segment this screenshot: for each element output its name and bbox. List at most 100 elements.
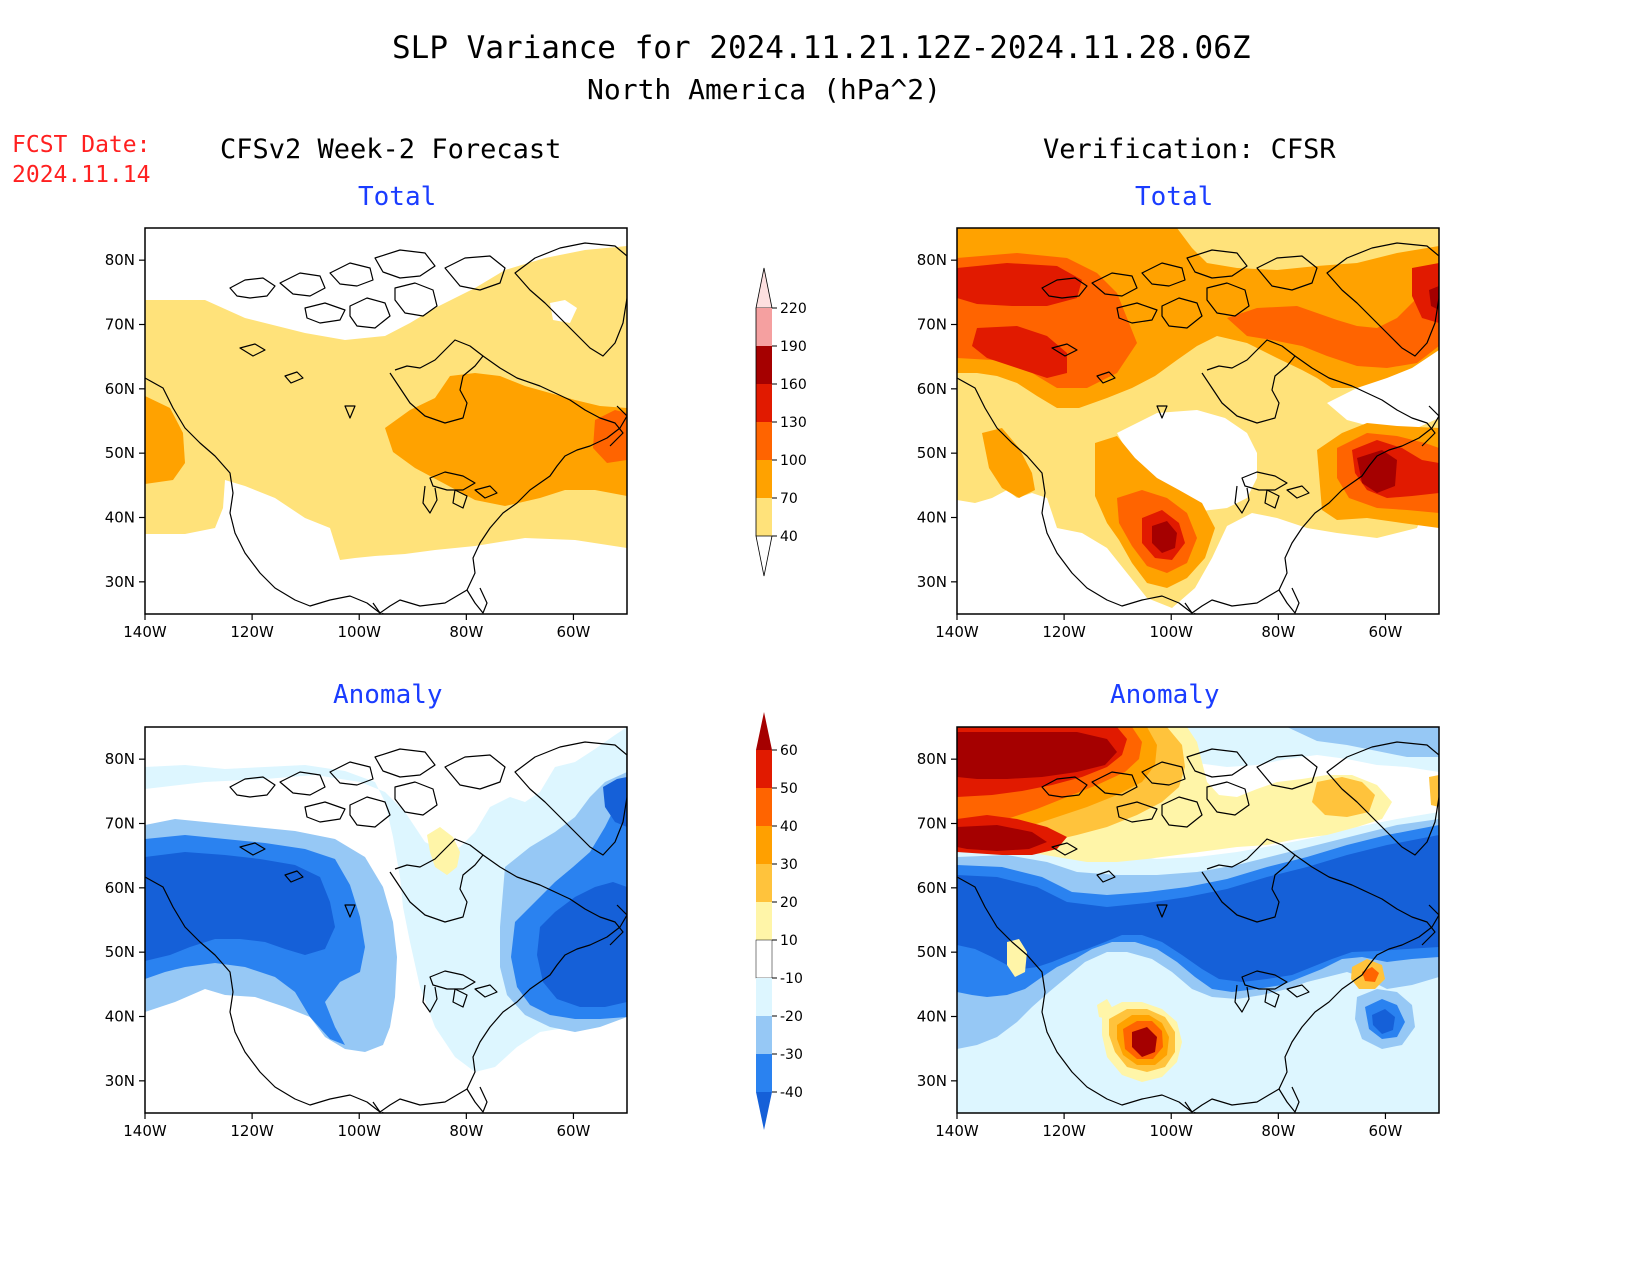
colorbar-box: [756, 1054, 772, 1092]
colorbar-box: [756, 1016, 772, 1054]
panel-title-forecast-anomaly: Anomaly: [333, 680, 443, 710]
shading-130-160-ne: [1412, 263, 1439, 323]
lon-tick-label: 100W: [337, 623, 381, 641]
colorbar-label: -30: [780, 1047, 803, 1063]
lon-tick-label: 140W: [123, 623, 167, 641]
colorbar-label: 130: [780, 415, 807, 431]
shading-m20-m30-north: [1287, 727, 1439, 757]
colorbar-box: [756, 346, 772, 384]
lat-tick-label: 30N: [105, 1072, 135, 1090]
lat-tick-label: 50N: [917, 444, 947, 462]
lat-tick-label: 80N: [917, 251, 947, 269]
colorbar-label: 40: [780, 819, 798, 835]
shading-100-130-north: [1227, 288, 1439, 368]
shading-gap-mid: [1117, 410, 1257, 511]
lon-tick-label: 120W: [1042, 623, 1086, 641]
lat-tick-label: 50N: [917, 943, 947, 961]
colorbar-box: [756, 308, 772, 346]
map-verification-anomaly: 80N 70N 60N 50N 40N 30N 140W 120W 100W 80W 60W: [917, 726, 1440, 1140]
shading-m40-ne: [603, 777, 627, 827]
shading-130-160-mid: [972, 326, 1067, 378]
shading-70-100-west: [982, 428, 1035, 498]
verification-column-title: Verification: CFSR: [1043, 134, 1336, 165]
lat-tick-label: 80N: [105, 750, 135, 768]
colorbar-label: 160: [780, 377, 807, 393]
lat-tick-label: 80N: [917, 750, 947, 768]
panel-title-verification-anomaly: Anomaly: [1110, 680, 1220, 710]
lat-tick-label: 40N: [105, 1008, 135, 1026]
colorbar-top-triangle: [756, 712, 772, 750]
colorbar-label: 190: [780, 339, 807, 355]
shading-10-20-sw: [1097, 999, 1113, 1019]
shading-10-20-west: [1007, 939, 1027, 977]
shading-20-30-ne: [1312, 777, 1375, 817]
axis-ticks-verification-anomaly: 80N 70N 60N 50N 40N 30N 140W 120W 100W 80W 60W: [917, 750, 1403, 1140]
lat-tick-label: 70N: [105, 316, 135, 334]
colorbar-bottom-triangle: [756, 1092, 772, 1130]
lat-tick-label: 30N: [105, 573, 135, 591]
shading-160-190: [1357, 450, 1397, 493]
colorbar-box: [756, 750, 772, 788]
lat-tick-label: 40N: [917, 509, 947, 527]
map-verification-total: 80N 70N 60N 50N 40N 30N 140W 120W 100W 80W 60W: [917, 227, 1440, 641]
shading-20-30-far-east: [1429, 775, 1439, 807]
colorbar-label: -20: [780, 1009, 803, 1025]
shading-60: [957, 732, 1117, 779]
lat-tick-label: 70N: [917, 815, 947, 833]
lat-tick-label: 40N: [105, 509, 135, 527]
colorbar-label: 220: [780, 301, 807, 317]
lat-tick-label: 70N: [105, 815, 135, 833]
axis-ticks-forecast-total: 80N 70N 60N 50N 40N 30N 140W 120W 100W 80W 60W: [105, 251, 591, 641]
colorbar-total: 40 70 100 130 160 190 220: [740, 262, 820, 582]
lat-tick-label: 30N: [917, 573, 947, 591]
colorbar-label: 20: [780, 895, 798, 911]
colorbar-label: 40: [780, 529, 798, 545]
colorbar-box: [756, 788, 772, 826]
shading-m40: [957, 835, 1439, 982]
colorbar-box: [756, 864, 772, 902]
colorbar-label: 100: [780, 453, 807, 469]
lon-tick-label: 80W: [449, 623, 483, 641]
lat-tick-label: 50N: [105, 943, 135, 961]
colorbar-anomaly: -40 -30 -20 -10 10 20 30 40 50 60: [740, 708, 820, 1138]
lon-tick-label: 80W: [449, 1122, 483, 1140]
colorbar-label: 70: [780, 491, 798, 507]
lon-tick-label: 80W: [1261, 623, 1295, 641]
shading-m40-east-cell: [1372, 1009, 1395, 1034]
shading-70-100: [385, 373, 627, 506]
shading-160-190-ne: [1429, 286, 1439, 310]
shading-160-190-south: [1152, 521, 1177, 553]
axis-ticks-verification-total: 80N 70N 60N 50N 40N 30N 140W 120W 100W 80W 60W: [917, 251, 1403, 641]
colorbar-label: 50: [780, 781, 798, 797]
colorbar-box: [756, 422, 772, 460]
lat-tick-label: 80N: [105, 251, 135, 269]
colorbar-box: [756, 460, 772, 498]
colorbar-label: -10: [780, 971, 803, 987]
panel-title-verification-total: Total: [1135, 182, 1214, 212]
lon-tick-label: 60W: [556, 1122, 590, 1140]
shading-m40-east: [537, 882, 627, 1007]
shading-60-south: [1132, 1027, 1157, 1057]
fcst-date-label: FCST Date:: [12, 132, 151, 158]
shading-gap: [550, 300, 577, 323]
colorbar-box: [756, 826, 772, 864]
colorbar-bottom-triangle: [755, 535, 773, 577]
shading-m10-m20-south: [145, 1003, 365, 1113]
colorbar-box: [756, 384, 772, 422]
lon-tick-label: 100W: [1149, 623, 1193, 641]
lon-tick-label: 120W: [230, 623, 274, 641]
colorbar-box: [756, 498, 772, 536]
colorbar-label: 10: [780, 933, 798, 949]
lon-tick-label: 140W: [935, 623, 979, 641]
lat-tick-label: 50N: [105, 444, 135, 462]
chart-subtitle: North America (hPa^2): [587, 73, 942, 106]
forecast-column-title: CFSv2 Week-2 Forecast: [220, 134, 562, 165]
lon-tick-label: 140W: [935, 1122, 979, 1140]
map-forecast-anomaly: 80N 70N 60N 50N 40N 30N 140W 120W 100W 80W 60W: [105, 726, 628, 1140]
shading-60-mid: [957, 825, 1047, 851]
fcst-date-value: 2024.11.14: [12, 162, 151, 188]
lon-tick-label: 60W: [1368, 623, 1402, 641]
lon-tick-label: 100W: [1149, 1122, 1193, 1140]
lon-tick-label: 100W: [337, 1122, 381, 1140]
map-forecast-total: 80N 70N 60N 50N 40N 30N 140W 120W 100W 80W 60W: [105, 227, 628, 641]
